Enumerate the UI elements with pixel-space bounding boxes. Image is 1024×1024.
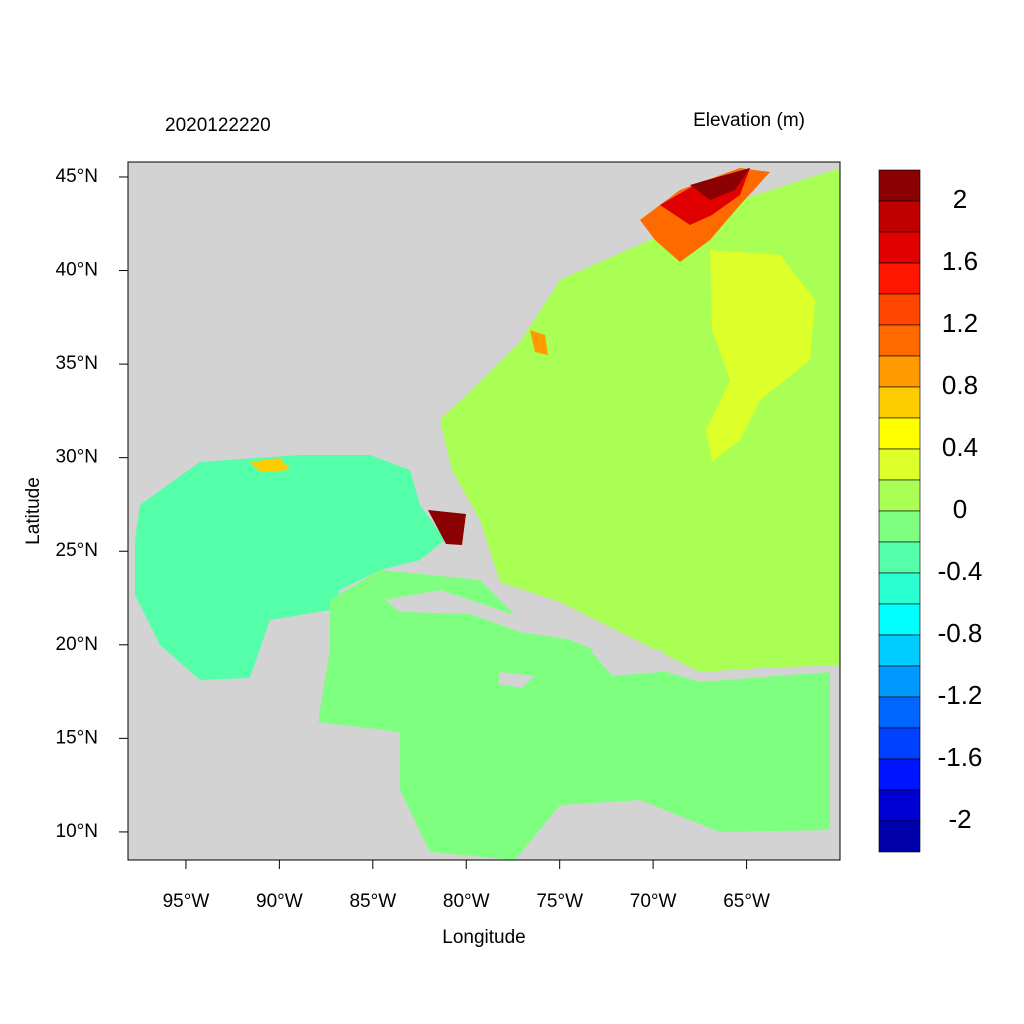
caribbean [318,570,830,860]
colorbar-box [878,448,921,481]
florida-surge [428,510,466,545]
x-axis-label: Longitude [442,927,525,948]
hispaniola [590,650,685,676]
colorbar-box [878,479,921,512]
colorbar-box [878,324,921,357]
colorbar-box [878,293,921,326]
plot-frame [127,161,841,861]
y-tick-label: 15°N [56,727,98,748]
y-tick-label: 25°N [56,540,98,561]
colorbar-box [878,603,921,636]
x-tick-label: 65°W [723,891,770,912]
colorbar-box [878,417,921,450]
colorbar-label: -2 [948,804,971,834]
colorbar-label: 1.6 [942,246,978,276]
colorbar-label: 0.8 [942,370,978,400]
x-tick-label: 85°W [349,891,396,912]
x-tick-label: 75°W [536,891,583,912]
colorbar-label: 1.2 [942,308,978,338]
colorbar-box [878,169,921,202]
gulf-of-mexico [135,455,445,680]
carolina-surge [530,330,548,355]
elevated-band [706,250,815,462]
colorbar-box [878,231,921,264]
colorbar-box [878,634,921,667]
colorbar-box [878,262,921,295]
colorbar-box [878,572,921,605]
y-axis-label: Latitude [23,477,44,545]
colorbar-label: -1.2 [938,680,983,710]
louisiana-surge [250,458,290,472]
x-tick-label: 90°W [256,891,303,912]
jamaica [498,672,535,688]
x-tick-label: 80°W [443,891,490,912]
title: 2020122220 [165,115,271,136]
y-tick-label: 20°N [56,634,98,655]
colorbar-label: -0.8 [938,618,983,648]
y-tick-label: 30°N [56,447,98,468]
colorbar-box [878,789,921,822]
x-tick-label: 70°W [630,891,677,912]
colorbar-label: 2 [953,184,967,214]
y-tick-label: 45°N [56,166,98,187]
colorbar-box [878,727,921,760]
colorbar-box [878,696,921,729]
cuba [385,590,585,642]
colorbar: 2 1.6 1.2 0.8 0.4 0 -0.4 -0.8 -1.2 -1.6 -2 [878,169,983,853]
colorbar-box [878,386,921,419]
map-area [128,162,840,860]
x-tick-label: 95°W [163,891,210,912]
colorbar-box [878,820,921,853]
y-tick-label: 40°N [56,260,98,281]
colorbar-box [878,200,921,233]
colorbar-box [878,758,921,791]
colorbar-label: 0 [953,494,967,524]
colorbar-label: -0.4 [938,556,983,586]
colorbar-label: 0.4 [942,432,978,462]
y-tick-label: 10°N [56,821,98,842]
colorbar-box [878,541,921,574]
colorbar-box [878,355,921,388]
maine-surge-peak [690,168,750,200]
subtitle: Elevation (m) [693,110,805,131]
colorbar-box [878,665,921,698]
colorbar-box [878,510,921,543]
colorbar-label: -1.6 [938,742,983,772]
y-tick-label: 35°N [56,353,98,374]
